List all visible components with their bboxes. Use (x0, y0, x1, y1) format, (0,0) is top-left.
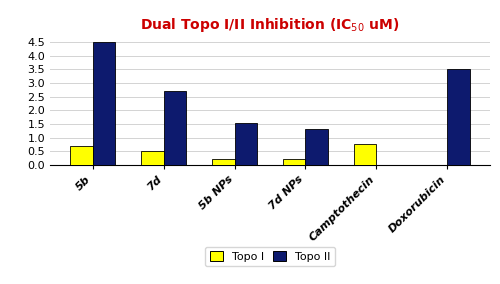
Bar (306, 129, 328, 165)
Legend: Topo I, Topo II: Topo I, Topo II (205, 247, 335, 266)
Bar (164, 91, 186, 165)
Bar (141, 151, 164, 165)
Bar (92, 42, 116, 165)
Title: Dual Topo I/II Inhibition (IC$_{50}$ uM): Dual Topo I/II Inhibition (IC$_{50}$ uM) (140, 16, 400, 34)
Bar (234, 122, 257, 165)
Bar (70, 146, 92, 165)
Bar (283, 159, 306, 165)
Bar (448, 70, 470, 165)
Bar (354, 144, 376, 165)
Bar (212, 159, 234, 165)
